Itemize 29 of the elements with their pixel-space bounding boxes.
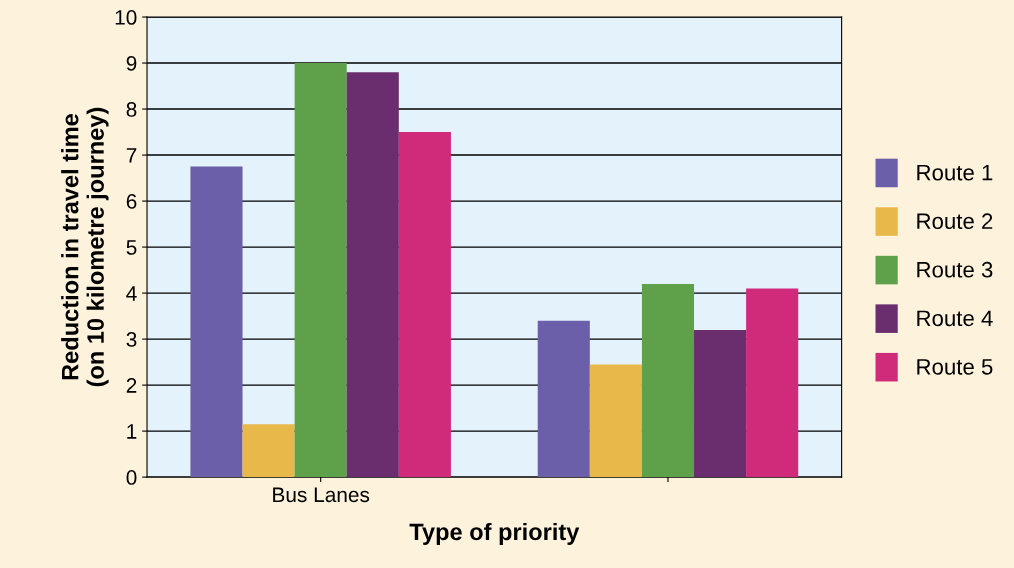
- legend-label: Route 4: [917, 310, 993, 327]
- y-tick-label: 10: [115, 10, 137, 25]
- bar: [190, 166, 243, 478]
- bar: [537, 320, 590, 478]
- y-tick-label: 2: [126, 378, 137, 393]
- y-tick-label: 7: [126, 148, 137, 163]
- bar: [589, 364, 642, 478]
- y-tick-label: 5: [126, 240, 137, 255]
- bar: [398, 132, 451, 478]
- bar: [242, 424, 295, 478]
- y-tick-label: 0: [126, 470, 137, 485]
- bar: [346, 72, 399, 478]
- y-tick-label: 6: [126, 194, 137, 209]
- legend-label: Route 1: [917, 164, 993, 181]
- y-tick-label: 1: [127, 424, 137, 439]
- bar: [694, 329, 747, 478]
- bar: [294, 63, 347, 478]
- y-tick-label: 8: [126, 102, 137, 117]
- x-tick-label: Bus Lanes: [273, 487, 370, 503]
- legend-label: Route 5: [917, 359, 993, 375]
- x-axis-title: Type of priority: [409, 522, 580, 545]
- legend-label: Route 2: [917, 213, 993, 230]
- y-tick-label: 9: [126, 56, 137, 71]
- y-axis-title: Reduction in travel time (on 10 kilometre journey): [61, 107, 109, 387]
- legend-label: Route 3: [917, 261, 993, 278]
- y-tick-label: 4: [126, 286, 137, 301]
- bar: [746, 288, 799, 478]
- y-tick-label: 3: [126, 332, 137, 347]
- bar: [641, 283, 695, 478]
